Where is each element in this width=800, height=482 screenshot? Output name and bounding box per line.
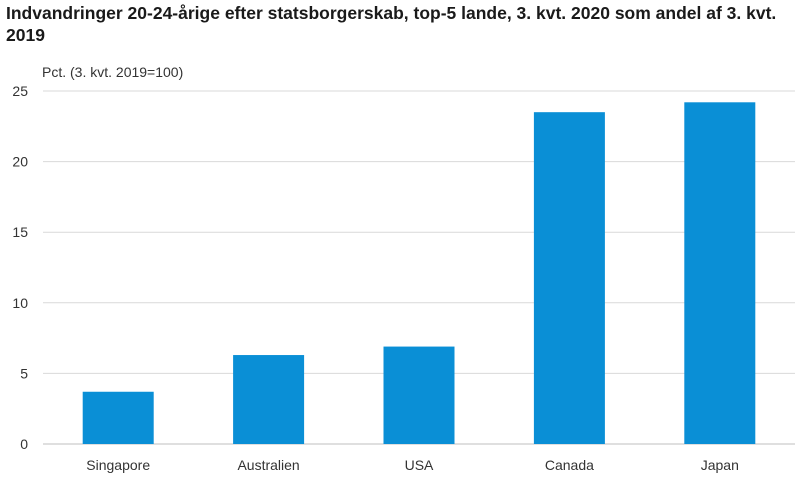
bar-usa <box>383 346 455 444</box>
bar-japan <box>684 102 756 445</box>
y-tick-label-10: 10 <box>12 295 28 311</box>
y-tick-labels: 0 5 10 15 20 25 <box>12 83 28 452</box>
x-tick-label-japan: Japan <box>701 457 739 473</box>
x-tick-label-usa: USA <box>405 457 434 473</box>
chart-title: Indvandringer 20-24-årige efter statsbor… <box>6 3 777 45</box>
y-axis-label: Pct. (3. kvt. 2019=100) <box>42 64 184 80</box>
x-tick-label-singapore: Singapore <box>86 457 150 473</box>
y-tick-label-20: 20 <box>12 154 28 170</box>
x-tick-label-australien: Australien <box>237 457 299 473</box>
y-tick-label-25: 25 <box>12 83 28 99</box>
y-tick-label-15: 15 <box>12 224 28 240</box>
bars <box>82 102 756 445</box>
bar-australien <box>233 355 305 444</box>
y-tick-label-0: 0 <box>20 436 28 452</box>
x-tick-label-canada: Canada <box>545 457 594 473</box>
bar-singapore <box>82 391 154 444</box>
y-tick-label-5: 5 <box>20 365 28 381</box>
x-tick-labels: Singapore Australien USA Canada Japan <box>86 457 739 473</box>
bar-canada <box>533 112 605 445</box>
